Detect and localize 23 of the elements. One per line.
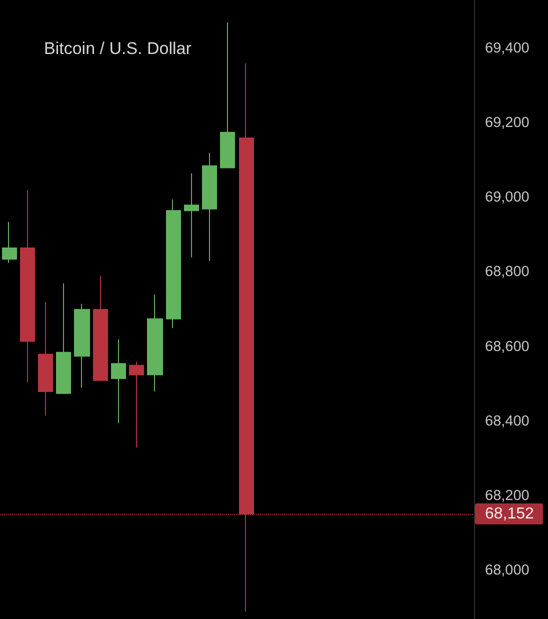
candlestick [38, 302, 53, 416]
candlestick [166, 198, 181, 329]
candlestick [20, 190, 35, 383]
y-tick-label: 68,400 [485, 413, 530, 430]
ref-line-label: 68,152 [485, 505, 534, 522]
candlestick [147, 294, 163, 392]
candlestick [129, 361, 144, 448]
y-tick-label: 69,000 [485, 190, 530, 206]
candlestick [93, 275, 108, 381]
candlestick [111, 338, 126, 424]
candlestick [74, 303, 90, 388]
y-tick-label: 68,800 [485, 264, 530, 280]
y-tick-label: 68,200 [485, 488, 530, 504]
text: Bitcoin / U.S. Dollar [44, 39, 192, 58]
candlestick [2, 221, 17, 264]
y-tick-label: 69,400 [485, 40, 530, 56]
candlestick [56, 282, 71, 394]
y-tick-label: 68,600 [485, 338, 530, 355]
y-tick-label: 69,200 [485, 115, 530, 132]
candlestick [220, 22, 235, 168]
candlestick [202, 152, 217, 262]
y-tick-label: 68,000 [485, 562, 530, 579]
candlestick [184, 172, 199, 258]
